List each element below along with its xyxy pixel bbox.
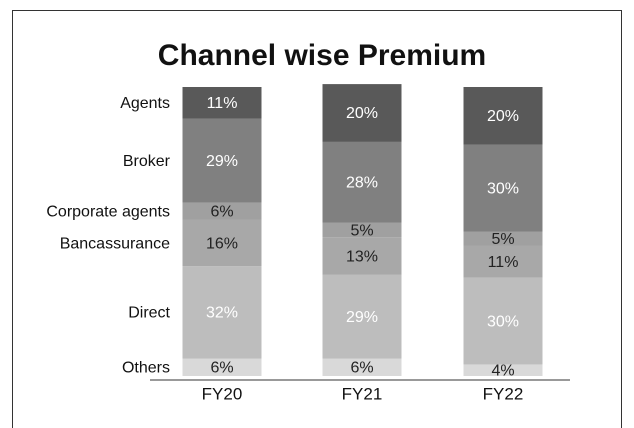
bar-segment [463, 245, 543, 278]
bar-segment [182, 118, 262, 203]
bar-segment [322, 84, 402, 142]
bar-segment [322, 237, 402, 275]
data-label: 30% [487, 313, 519, 330]
legend-label: Bancassurance [60, 235, 170, 252]
data-label: 20% [346, 105, 378, 122]
data-label: 20% [487, 108, 519, 125]
bar-segment [182, 266, 262, 359]
legend-label: Others [122, 360, 170, 377]
bar-segment [463, 231, 543, 246]
bar-segment [322, 141, 402, 223]
data-label: 4% [491, 362, 514, 379]
data-label: 11% [488, 254, 519, 271]
data-label: 11% [207, 95, 238, 112]
legend-label: Direct [128, 305, 170, 322]
data-label: 5% [491, 231, 514, 248]
x-tick-label: FY21 [342, 384, 383, 403]
data-label: 29% [346, 309, 378, 326]
data-label: 6% [350, 360, 373, 377]
bar-segment [182, 202, 262, 220]
data-label: 32% [206, 305, 238, 322]
data-label: 29% [206, 153, 238, 170]
legend-label: Broker [123, 153, 171, 170]
data-label: 5% [350, 222, 373, 239]
bar-segment [322, 222, 402, 238]
x-tick-label: FY22 [483, 384, 524, 403]
bar-segment [463, 87, 543, 145]
x-tick-label: FY20 [202, 384, 243, 403]
bar-segment [463, 277, 543, 365]
data-label: 6% [210, 203, 233, 220]
bar-segment [463, 364, 543, 376]
data-label: 6% [210, 360, 233, 377]
bar-segment [463, 144, 543, 232]
data-label: 16% [206, 235, 238, 252]
data-label: 30% [487, 180, 519, 197]
bar-segment [322, 358, 402, 376]
bar-segment [182, 219, 262, 267]
legend-label: Corporate agents [46, 203, 170, 220]
data-label: 28% [346, 175, 378, 192]
data-label: 13% [346, 248, 378, 265]
legend-label: Agents [120, 95, 170, 112]
bar-segment [322, 274, 402, 359]
bar-segment [182, 87, 262, 119]
bar-segment [182, 358, 262, 376]
chart-title: Channel wise Premium [158, 39, 486, 72]
